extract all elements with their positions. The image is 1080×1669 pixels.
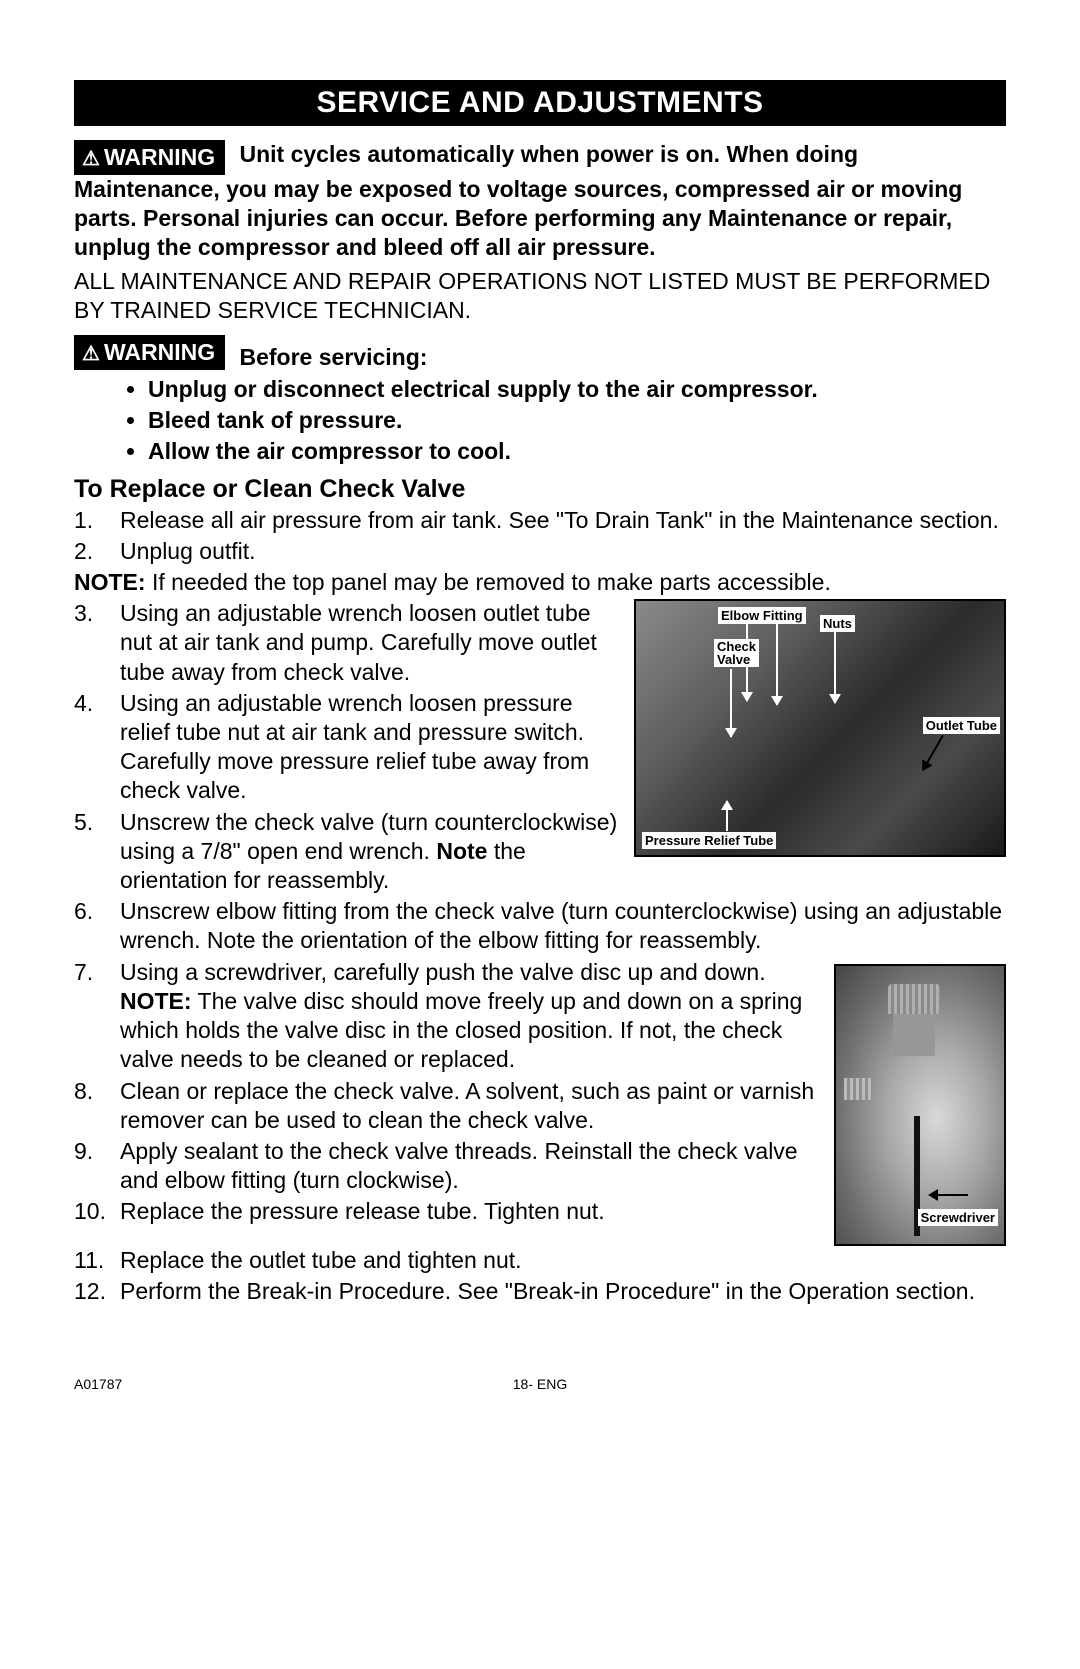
step-item: Using a screwdriver, carefully push the …: [74, 958, 820, 1075]
note-label: NOTE:: [74, 569, 146, 595]
step-item: Unscrew the check valve (turn counterclo…: [74, 808, 620, 896]
warning-label-1: WARNING: [74, 140, 225, 175]
fig-label-nuts: Nuts: [820, 615, 855, 632]
bullet-item: Unplug or disconnect electrical supply t…: [148, 374, 1006, 405]
bullet-item: Bleed tank of pressure.: [148, 405, 1006, 436]
step-item: Using an adjustable wrench loosen pressu…: [74, 689, 620, 806]
step-item: Unplug outfit.: [74, 537, 1006, 566]
warning-block-2: WARNING Before servicing:: [74, 335, 1006, 372]
figure-check-valve-screwdriver: Screwdriver: [834, 964, 1006, 1246]
step-item: Using an adjustable wrench loosen outlet…: [74, 599, 620, 687]
step-item: Unscrew elbow fitting from the check val…: [74, 897, 1006, 955]
fig-label-screwdriver: Screwdriver: [918, 1209, 998, 1226]
fig-label-outlet-tube: Outlet Tube: [923, 717, 1000, 734]
fig-label-pressure-relief-tube: Pressure Relief Tube: [642, 832, 776, 849]
warning-label-2: WARNING: [74, 335, 225, 370]
section-header: SERVICE AND ADJUSTMENTS: [74, 80, 1006, 126]
fig-label-elbow: Elbow Fitting: [718, 607, 806, 624]
note-text: If needed the top panel may be removed t…: [146, 569, 831, 595]
step-item: Perform the Break-in Procedure. See "Bre…: [74, 1277, 1006, 1306]
steps-with-figure-2: Using a screwdriver, carefully push the …: [74, 958, 1006, 1246]
warning-lead-2: Before servicing:: [240, 335, 428, 372]
warning-bullets: Unplug or disconnect electrical supply t…: [74, 374, 1006, 467]
steps-list: Release all air pressure from air tank. …: [74, 506, 1006, 566]
fig-label-check-valve: CheckValve: [714, 639, 759, 667]
bullet-item: Allow the air compressor to cool.: [148, 436, 1006, 467]
step-item: Replace the pressure release tube. Tight…: [74, 1197, 820, 1226]
step-item: Replace the outlet tube and tighten nut.: [74, 1246, 1006, 1275]
warning-block-1: WARNING Unit cycles automatically when p…: [74, 140, 1006, 261]
step-item: Release all air pressure from air tank. …: [74, 506, 1006, 535]
note-line: NOTE: If needed the top panel may be rem…: [74, 568, 1006, 597]
maintenance-para: ALL MAINTENANCE AND REPAIR OPERATIONS NO…: [74, 267, 1006, 325]
subheading: To Replace or Clean Check Valve: [74, 475, 1006, 504]
figure-check-valve-assembly: Elbow Fitting Nuts CheckValve Outlet Tub…: [634, 599, 1006, 857]
step-item: Clean or replace the check valve. A solv…: [74, 1077, 820, 1135]
doc-id: A01787: [74, 1376, 122, 1392]
steps-with-figure-1: Using an adjustable wrench loosen outlet…: [74, 599, 1006, 897]
page-number: 18- ENG: [513, 1376, 567, 1392]
page-footer: A01787 18- ENG: [74, 1376, 1006, 1396]
step-item: Apply sealant to the check valve threads…: [74, 1137, 820, 1195]
